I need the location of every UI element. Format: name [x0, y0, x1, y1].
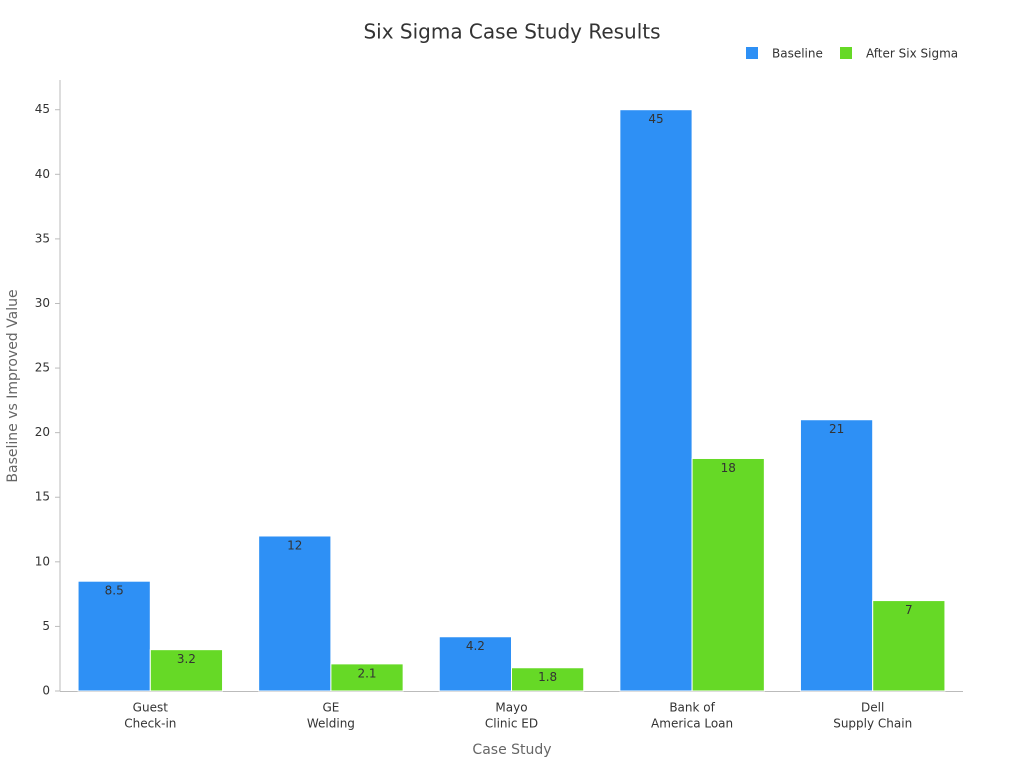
x-axis-label: Case Study — [472, 742, 551, 758]
y-tick-label: 0 — [42, 684, 50, 698]
value-label: 1.8 — [538, 670, 557, 684]
value-label: 18 — [721, 461, 736, 475]
legend-swatch — [746, 47, 758, 59]
x-tick-label: Dell — [861, 701, 884, 715]
bar — [872, 600, 946, 692]
x-tick-label: Supply Chain — [833, 717, 912, 731]
bar — [258, 535, 332, 692]
x-tick-label: America Loan — [651, 717, 733, 731]
x-tick-label: Check-in — [124, 717, 176, 731]
y-tick-label: 45 — [35, 102, 50, 116]
bar — [330, 663, 404, 692]
value-label: 21 — [829, 422, 844, 436]
bar — [691, 457, 765, 692]
x-tick-label: Bank of — [669, 701, 715, 715]
bar — [77, 580, 151, 692]
value-label: 3.2 — [177, 652, 196, 666]
x-tick-label: Mayo — [495, 701, 527, 715]
x-tick-label: GE — [322, 701, 339, 715]
chart-title: Six Sigma Case Study Results — [363, 20, 660, 44]
y-tick-label: 25 — [35, 361, 50, 375]
y-tick-label: 40 — [35, 167, 50, 181]
value-label: 2.1 — [357, 666, 376, 680]
y-tick-label: 10 — [35, 554, 50, 568]
value-label: 12 — [287, 538, 302, 552]
legend-label: Baseline — [772, 47, 823, 61]
x-tick-label: Welding — [307, 717, 355, 731]
y-tick-label: 5 — [42, 619, 50, 633]
value-label: 45 — [648, 112, 663, 126]
bar — [438, 636, 513, 692]
y-tick-label: 15 — [35, 490, 50, 504]
bar — [149, 649, 224, 692]
y-tick-label: 35 — [35, 231, 50, 245]
y-tick-label: 30 — [35, 296, 50, 310]
bar — [799, 419, 874, 692]
bar — [511, 667, 585, 692]
legend-label: After Six Sigma — [866, 47, 958, 61]
value-label: 4.2 — [466, 639, 485, 653]
legend-swatch — [840, 47, 852, 59]
x-tick-label: Clinic ED — [485, 717, 538, 731]
bar — [619, 109, 693, 692]
y-tick-label: 20 — [35, 425, 50, 439]
value-label: 7 — [905, 603, 913, 617]
value-label: 8.5 — [105, 584, 124, 598]
x-tick-label: Guest — [133, 701, 169, 715]
y-axis-label: Baseline vs Improved Value — [5, 289, 21, 482]
